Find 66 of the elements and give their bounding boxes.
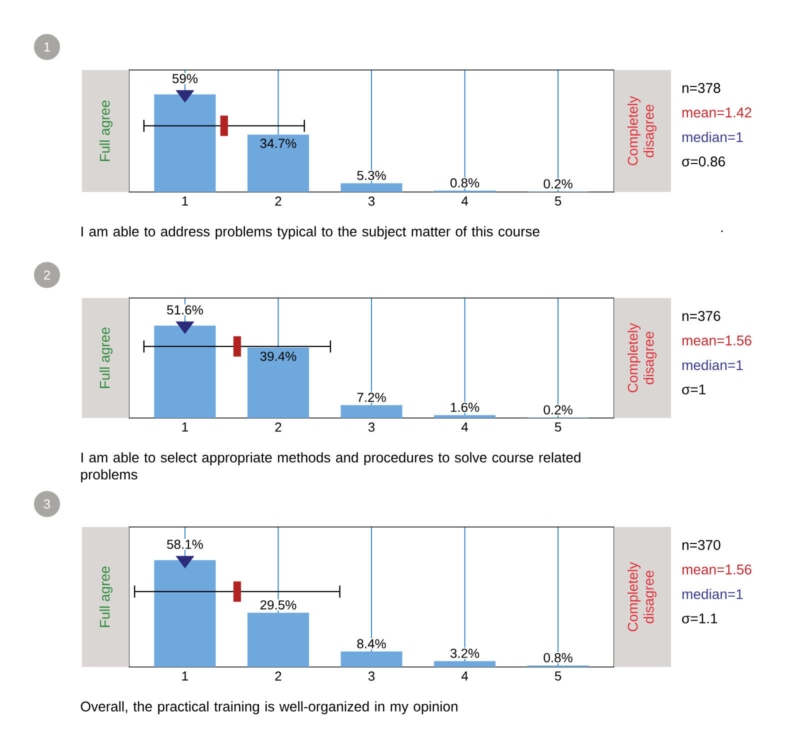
x-tick-label: 4 (461, 196, 468, 206)
text: mean=1.56 (682, 336, 752, 346)
x-tick-label: 1 (182, 672, 188, 680)
text: σ=1 (682, 384, 706, 394)
data-label: 5.3% (357, 170, 386, 180)
x-tick-label: 3 (368, 196, 375, 206)
bar (434, 661, 496, 667)
bar (434, 415, 496, 418)
x-tick-label: 1 (182, 422, 188, 432)
text: n=370 (682, 540, 720, 550)
bar (340, 183, 402, 192)
text: n=376 (682, 311, 720, 321)
text: 2 (44, 270, 50, 280)
data-label: 51.6% (167, 305, 203, 314)
data-label: 0.8% (544, 653, 572, 662)
bar (247, 348, 310, 418)
text: σ=1.1 (682, 614, 718, 624)
text: median=1 (682, 360, 743, 370)
x-axis-title: I am able to address problems typical to the subject matter of this course (81, 226, 540, 240)
x-tick-label: 1 (182, 196, 188, 206)
data-label: 39.4% (260, 352, 296, 361)
x-tick-label: 3 (368, 672, 375, 681)
x-tick-label: 5 (554, 422, 562, 432)
data-label: 58.1% (167, 540, 203, 549)
y2-axis-title: Completely disagree (627, 562, 657, 632)
x-tick-label: 3 (368, 422, 375, 432)
x-axis-title: Overall, the practical training is well-organized in my opinion (80, 701, 458, 714)
bar (154, 94, 216, 192)
x-tick-label: 5 (554, 196, 562, 206)
y-axis-title: Full agree (99, 328, 113, 388)
data-label: 0.2% (544, 405, 572, 414)
text: σ=0.86 (682, 156, 725, 166)
bar (340, 652, 402, 667)
data-label: 7.2% (357, 392, 386, 402)
x-tick-label: 4 (461, 422, 468, 432)
x-tick-label: 2 (275, 422, 282, 432)
x-tick-label: 5 (554, 672, 562, 681)
y-axis-title: Full agree (99, 566, 113, 627)
bar (247, 134, 310, 192)
bar (340, 405, 402, 418)
data-label: 0.8% (450, 178, 480, 188)
bar (154, 326, 216, 418)
text: 1 (44, 42, 50, 52)
text: . (721, 230, 723, 232)
text: mean=1.56 (682, 564, 752, 574)
data-label: 3.2% (450, 648, 480, 658)
y-axis-title: Full agree (99, 100, 113, 161)
data-label: 34.7% (260, 138, 296, 148)
y2-axis-title: Completely disagree (627, 323, 657, 392)
y2-axis-title: Completely disagree (627, 96, 657, 166)
data-label: 1.6% (450, 402, 480, 412)
data-label: 0.2% (544, 179, 572, 188)
text: 3 (44, 499, 50, 509)
x-tick-label: 2 (275, 672, 282, 681)
x-tick-label: 4 (461, 672, 468, 680)
text: median=1 (682, 588, 743, 600)
data-label: 59% (172, 74, 198, 84)
text: n=378 (682, 83, 720, 93)
bar (247, 612, 310, 667)
x-tick-label: 2 (275, 196, 282, 206)
bar (154, 560, 216, 667)
data-label: 8.4% (357, 639, 386, 648)
data-label: 29.5% (260, 600, 296, 610)
text: mean=1.42 (682, 108, 752, 118)
x-axis-title: I am able to select appropriate methods and procedures to solve course related problems (81, 452, 580, 482)
text: median=1 (682, 132, 743, 142)
